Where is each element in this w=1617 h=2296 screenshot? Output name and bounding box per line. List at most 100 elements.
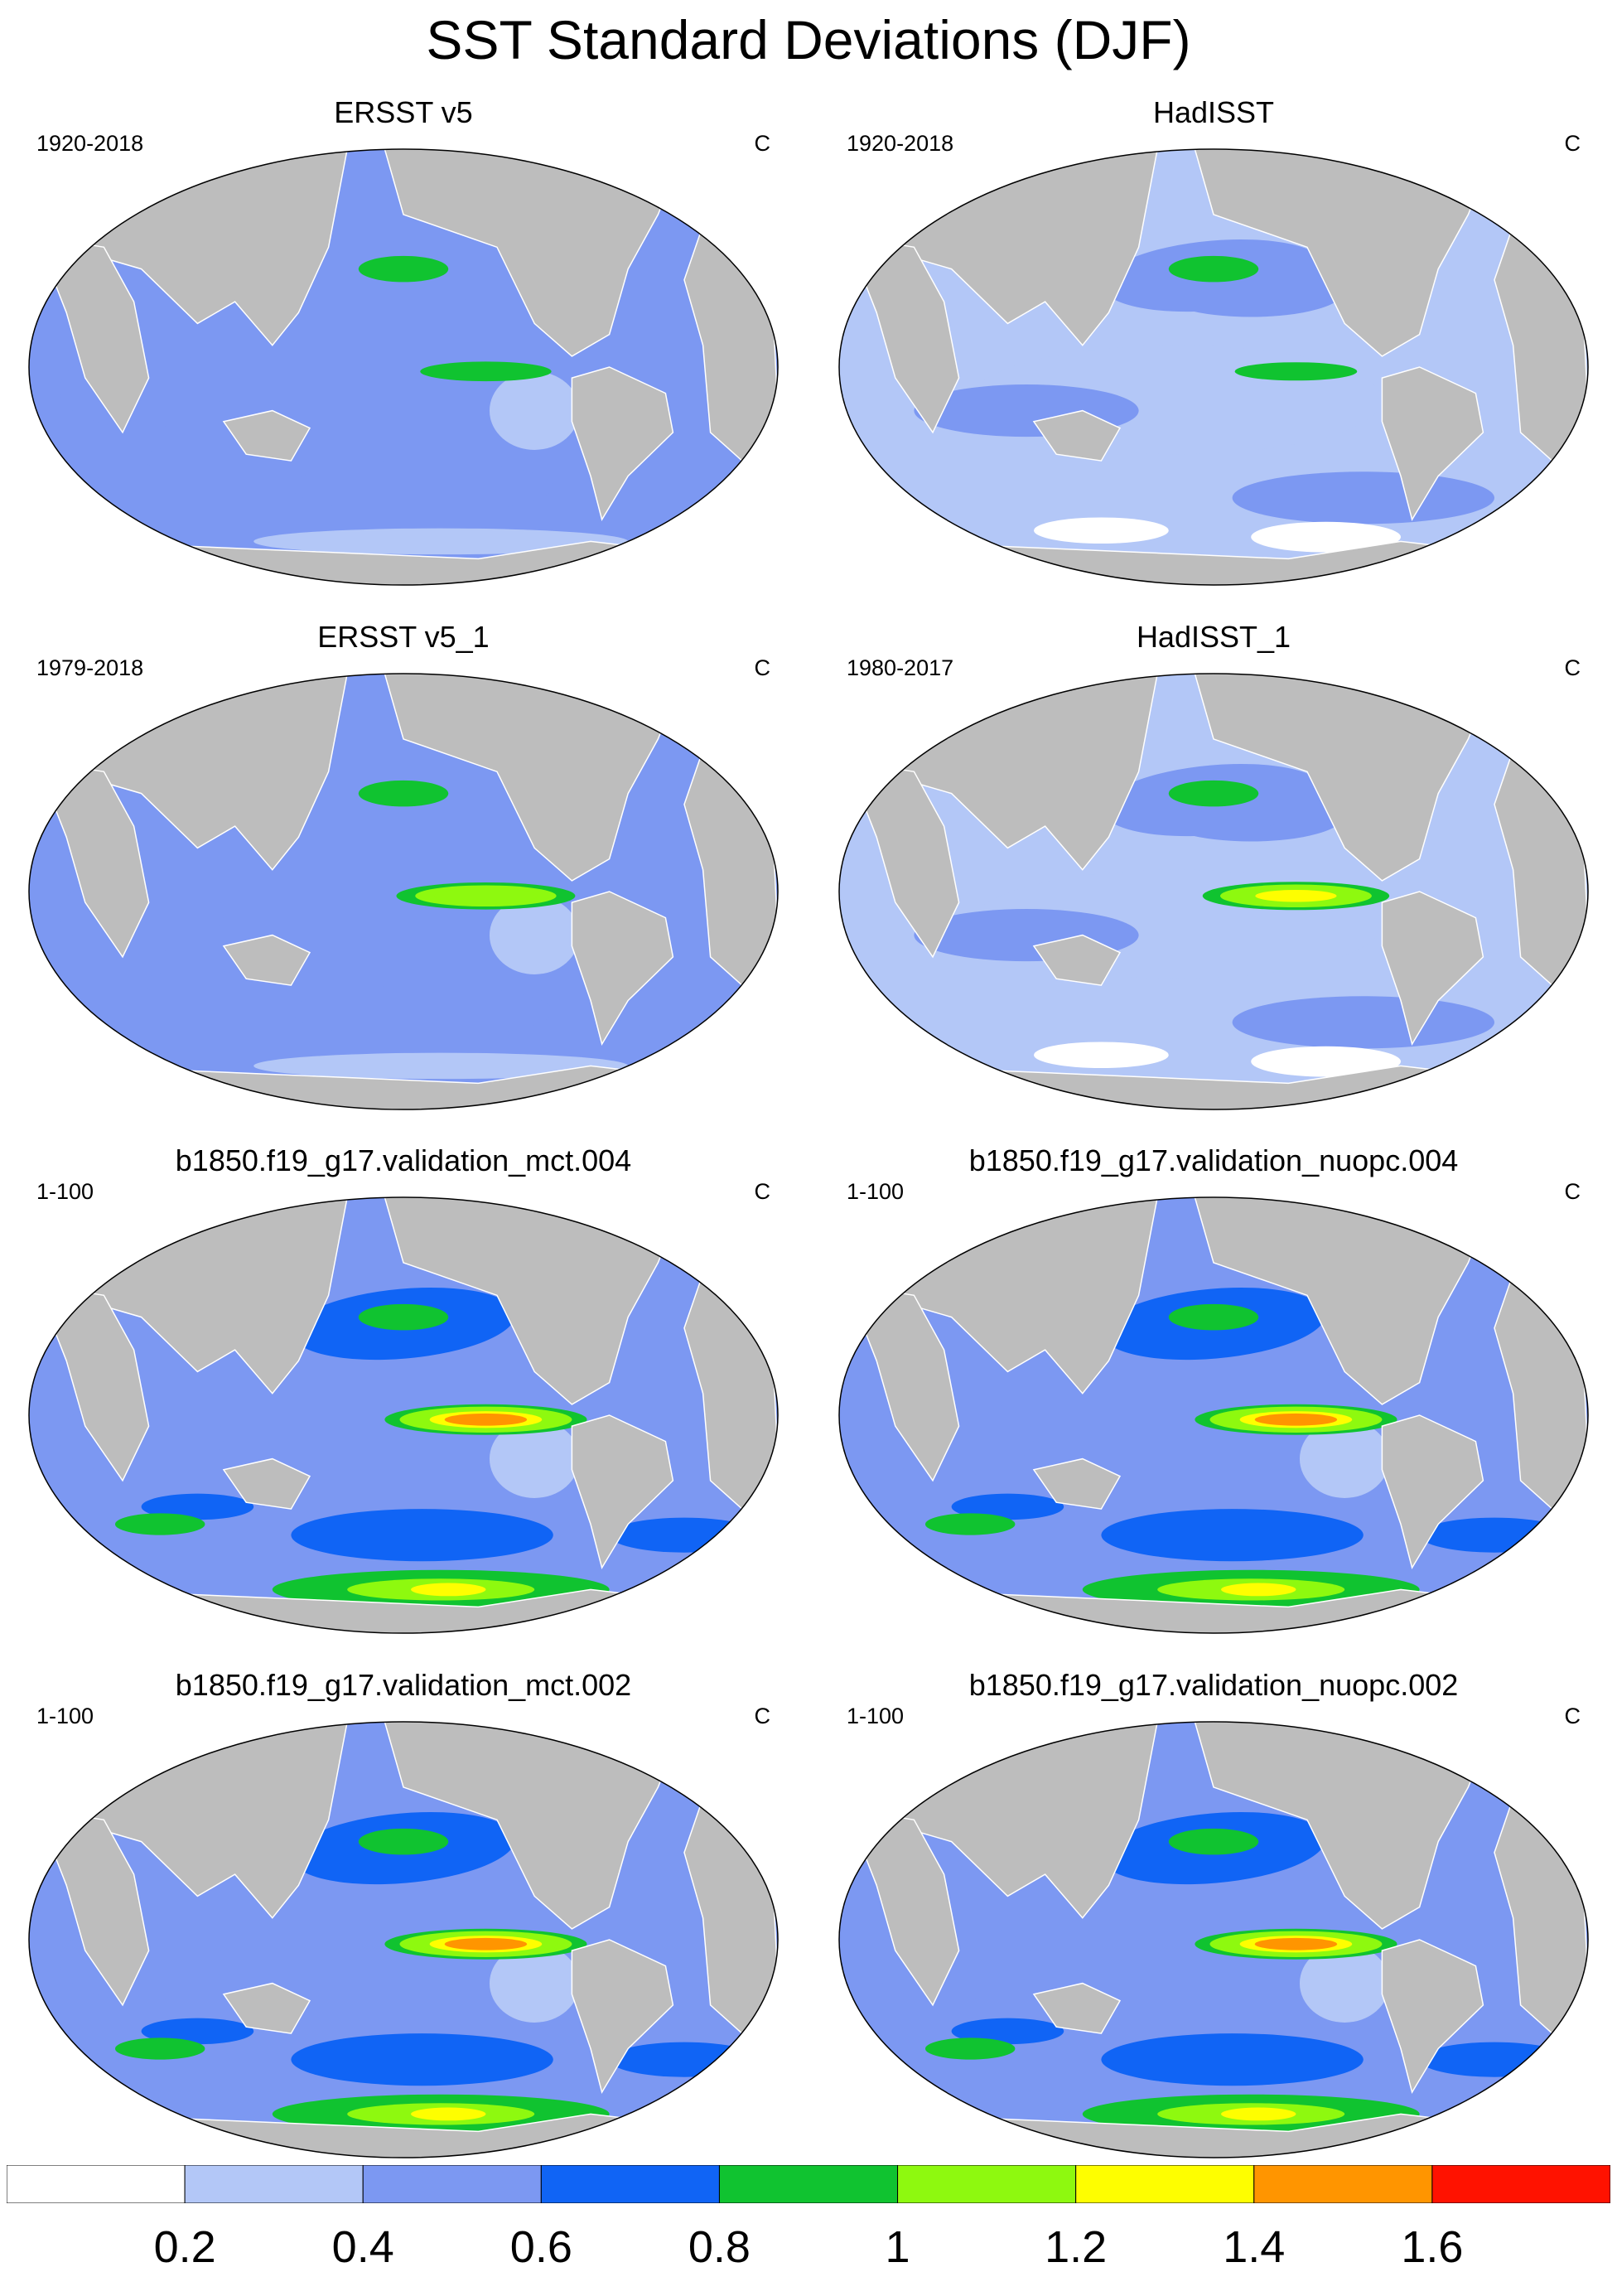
north-pacific-core bbox=[1168, 255, 1259, 283]
panel-units: C bbox=[754, 1704, 771, 1728]
panel-units: C bbox=[1564, 1704, 1581, 1728]
map-outline bbox=[28, 1721, 779, 2158]
australia-landmass bbox=[222, 409, 311, 462]
variance-patch bbox=[1251, 521, 1401, 553]
south-america-landmass bbox=[571, 1414, 674, 1570]
figure-title: SST Standard Deviations (DJF) bbox=[426, 9, 1191, 70]
map-panel: b1850.f19_g17.validation_mct.002 1-100 C bbox=[18, 1668, 789, 2165]
robinson-map bbox=[838, 148, 1589, 586]
variance-patch bbox=[141, 969, 254, 997]
panel-period: 1920-2018 bbox=[847, 131, 954, 156]
variance-patch bbox=[1034, 517, 1169, 544]
map-panel: HadISST 1920-2018 C bbox=[828, 95, 1599, 592]
enso-tongue bbox=[444, 1413, 528, 1426]
australia-landmass bbox=[222, 934, 311, 986]
variance-patch bbox=[609, 2042, 760, 2077]
enso-tongue bbox=[420, 361, 552, 382]
map-panel: ERSST v5_1 1979-2018 C bbox=[18, 620, 789, 1117]
indian-ocean-patch bbox=[114, 2037, 205, 2060]
panel-title: b1850.f19_g17.validation_nuopc.002 bbox=[968, 1668, 1459, 1702]
colorbar-box bbox=[362, 2165, 542, 2203]
north-pacific-core bbox=[358, 1828, 449, 1855]
panel-period: 1-100 bbox=[36, 1179, 94, 1204]
variance-patch bbox=[609, 993, 760, 1029]
enso-tongue bbox=[433, 887, 538, 904]
variance-patch bbox=[1101, 2033, 1364, 2086]
colorbar-tick-label: 0.2 bbox=[153, 2222, 216, 2272]
australia-landmass bbox=[222, 1982, 311, 2034]
enso-tongue bbox=[1255, 890, 1337, 902]
africa-landmass bbox=[845, 235, 960, 434]
variance-patch bbox=[951, 2018, 1064, 2045]
map-outline bbox=[28, 673, 779, 1110]
south-america-landmass bbox=[571, 366, 674, 522]
colorbar bbox=[7, 2165, 1610, 2203]
panel-period: 1-100 bbox=[847, 1179, 905, 1204]
variance-patch bbox=[489, 1944, 580, 2023]
variance-patch bbox=[253, 1052, 629, 1080]
variance-patch bbox=[489, 371, 580, 450]
robinson-map bbox=[28, 1721, 779, 2158]
map-panel: HadISST_1 1980-2017 C bbox=[828, 620, 1599, 1117]
colorbar-tick-label: 0.4 bbox=[331, 2222, 394, 2272]
colorbar-labels: 0.2 0.4 0.6 0.8 1 1.2 1.4 1.6 bbox=[0, 2214, 1617, 2289]
north-pacific-core bbox=[358, 780, 449, 807]
africa-landmass bbox=[35, 235, 150, 434]
variance-patch bbox=[1034, 1042, 1169, 1069]
robinson-map bbox=[838, 1196, 1589, 1634]
variance-patch bbox=[1251, 1046, 1401, 1077]
map-panel: b1850.f19_g17.validation_mct.004 1-100 C bbox=[18, 1143, 789, 1641]
variance-patch bbox=[1232, 471, 1494, 524]
variance-patch bbox=[609, 1517, 760, 1553]
enso-tongue bbox=[1254, 1413, 1338, 1426]
variance-patch bbox=[141, 2018, 254, 2045]
variance-patch bbox=[1299, 1944, 1390, 2023]
panel-units: C bbox=[754, 1179, 771, 1204]
africa-landmass bbox=[35, 1283, 150, 1482]
variance-patch bbox=[1232, 996, 1494, 1049]
southern-ocean-band bbox=[411, 1583, 486, 1597]
map-outline bbox=[28, 148, 779, 586]
colorbar-box bbox=[540, 2165, 720, 2203]
panel-units: C bbox=[754, 655, 771, 680]
panel-period: 1980-2017 bbox=[847, 655, 954, 680]
south-america-landmass bbox=[1381, 1939, 1484, 2095]
variance-patch bbox=[1419, 2042, 1570, 2077]
robinson-map bbox=[28, 1196, 779, 1634]
variance-patch bbox=[141, 1493, 254, 1520]
map-outline bbox=[838, 148, 1589, 586]
colorbar-box bbox=[1075, 2165, 1255, 2203]
variance-patch bbox=[489, 1419, 580, 1498]
south-america-landmass bbox=[571, 1939, 674, 2095]
map-panel: ERSST v5 1920-2018 C bbox=[18, 95, 789, 592]
africa-landmass bbox=[35, 760, 150, 959]
panel-units: C bbox=[1564, 1179, 1581, 1204]
australia-landmass bbox=[1032, 1457, 1122, 1510]
africa-landmass bbox=[35, 1808, 150, 2007]
map-panel: b1850.f19_g17.validation_nuopc.004 1-100 C bbox=[828, 1143, 1599, 1641]
panel-title: HadISST bbox=[1152, 95, 1275, 129]
colorbar-tick-label: 0.8 bbox=[688, 2222, 751, 2272]
variance-patch bbox=[291, 985, 553, 1038]
map-outline bbox=[838, 1721, 1589, 2158]
australia-landmass bbox=[1032, 409, 1122, 462]
colorbar-box bbox=[718, 2165, 899, 2203]
south-america-landmass bbox=[1381, 366, 1484, 522]
panel-units: C bbox=[1564, 131, 1581, 156]
robinson-map bbox=[28, 148, 779, 586]
robinson-map bbox=[838, 673, 1589, 1110]
variance-patch bbox=[1419, 1517, 1570, 1553]
panel-title: b1850.f19_g17.validation_mct.004 bbox=[175, 1143, 632, 1177]
south-america-landmass bbox=[1381, 1414, 1484, 1570]
panel-period: 1979-2018 bbox=[36, 655, 144, 680]
colorbar-box bbox=[897, 2165, 1077, 2203]
australia-landmass bbox=[1032, 934, 1122, 986]
north-pacific-core bbox=[1168, 780, 1259, 807]
map-outline bbox=[28, 1196, 779, 1634]
variance-patch bbox=[253, 528, 629, 555]
southern-ocean-band bbox=[1221, 1583, 1296, 1597]
africa-landmass bbox=[845, 1283, 960, 1482]
variance-patch bbox=[141, 445, 254, 472]
panel-title: ERSST v5 bbox=[334, 95, 473, 129]
colorbar-tick-label: 1.4 bbox=[1223, 2222, 1286, 2272]
